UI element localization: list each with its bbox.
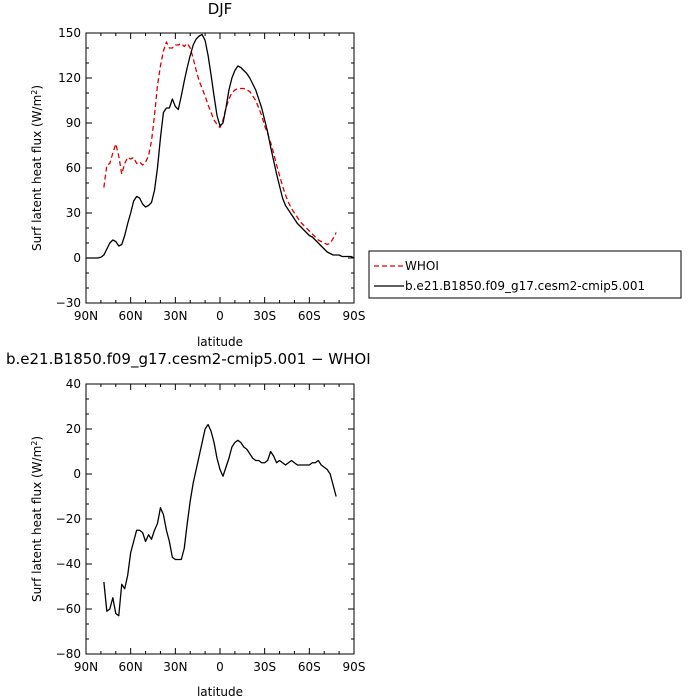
bottom-x-tick-label: 30N [163, 660, 187, 674]
bottom-y-tick-label: −80 [56, 647, 81, 661]
top-y-tick-label: 150 [58, 26, 81, 40]
top-panel: DJF 90N 60N 30N 0 30S 60S 90S−300306090120150 … [30, 0, 682, 349]
bottom-x-tick-label: 90N [74, 660, 98, 674]
top-x-axis-label: latitude [197, 335, 243, 349]
top-series-line-1 [86, 33, 355, 259]
top-y-tick-label: 60 [66, 161, 81, 175]
top-x-tick-label: 90S [343, 309, 366, 323]
bottom-panel: b.e21.B1850.f09_g17.cesm2-cmip5.001 − WH… [6, 350, 371, 699]
top-y-tick-label: 90 [66, 116, 81, 130]
top-x-tick-label: 90N [74, 309, 98, 323]
top-y-tick-label: 0 [73, 251, 81, 265]
legend-label-whoi: WHOI [405, 259, 439, 273]
bottom-x-tick-label: 90S [343, 660, 366, 674]
bottom-x-tick-label: 0 [216, 660, 224, 674]
top-x-tick-label: 30S [253, 309, 276, 323]
top-x-tick-label: 60N [119, 309, 143, 323]
legend-label-cesm2: b.e21.B1850.f09_g17.cesm2-cmip5.001 [405, 279, 645, 293]
bottom-y-axis-label: Surf latent heat flux (W/m2) [30, 436, 45, 602]
bottom-plot-frame [85, 383, 355, 655]
legend-box [368, 250, 682, 299]
bottom-series-line-0 [103, 423, 337, 617]
top-series-line-0 [103, 41, 337, 246]
bottom-x-tick-label: 60N [119, 660, 143, 674]
top-y-tick-label: −30 [56, 296, 81, 310]
legend: WHOI b.e21.B1850.f09_g17.cesm2-cmip5.001 [368, 250, 682, 299]
top-y-axis-label: Surf latent heat flux (W/m2) [30, 85, 45, 251]
top-x-tick-label: 0 [216, 309, 224, 323]
bottom-y-tick-label: −40 [56, 557, 81, 571]
top-chart-title: DJF [208, 0, 233, 18]
top-y-tick-label: 120 [58, 71, 81, 85]
top-x-tick-label: 30N [163, 309, 187, 323]
bottom-x-tick-label: 60S [298, 660, 321, 674]
bottom-chart-title: b.e21.B1850.f09_g17.cesm2-cmip5.001 − WH… [6, 350, 371, 369]
bottom-x-axis-label: latitude [197, 685, 243, 699]
bottom-y-tick-label: 20 [66, 422, 81, 436]
top-x-tick-label: 60S [298, 309, 321, 323]
top-y-tick-label: 30 [66, 206, 81, 220]
top-plot-frame [85, 32, 355, 304]
bottom-y-tick-label: 0 [73, 467, 81, 481]
bottom-x-tick-label: 30S [253, 660, 276, 674]
bottom-y-tick-label: −60 [56, 602, 81, 616]
bottom-y-tick-label: 40 [66, 377, 81, 391]
bottom-y-tick-label: −20 [56, 512, 81, 526]
